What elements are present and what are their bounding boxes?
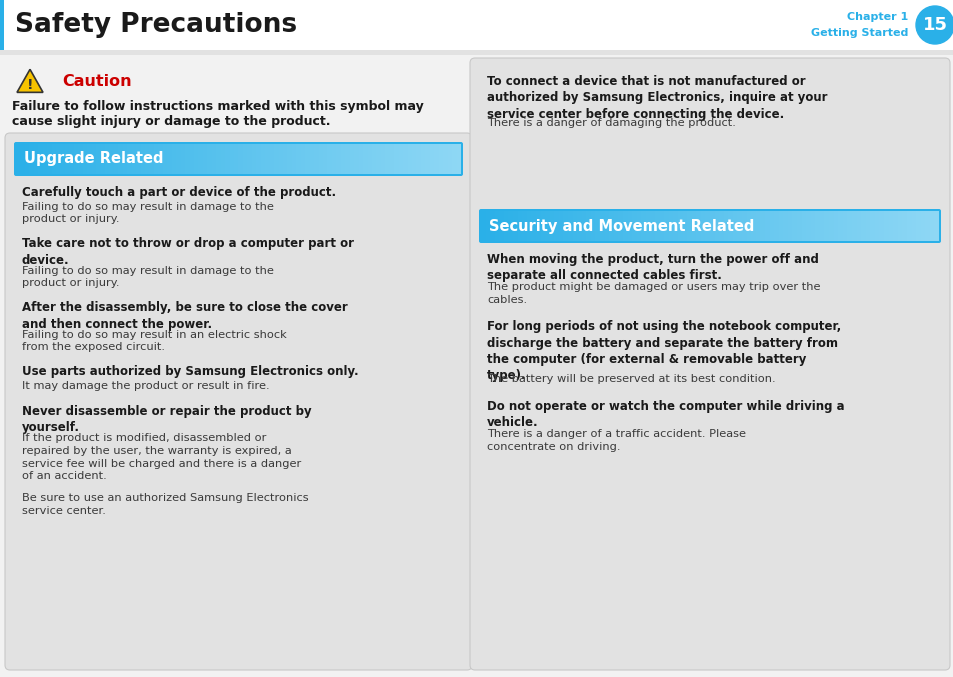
FancyBboxPatch shape [0, 55, 953, 677]
Text: Do not operate or watch the computer while driving a
vehicle.: Do not operate or watch the computer whi… [486, 400, 843, 429]
FancyBboxPatch shape [478, 209, 940, 243]
Text: After the disassembly, be sure to close the cover
and then connect the power.: After the disassembly, be sure to close … [22, 301, 348, 331]
Text: For long periods of not using the notebook computer,
discharge the battery and s: For long periods of not using the notebo… [486, 320, 841, 383]
Text: There is a danger of a traffic accident. Please
concentrate on driving.: There is a danger of a traffic accident.… [486, 429, 745, 452]
Text: 15: 15 [922, 16, 946, 34]
Text: Chapter 1: Chapter 1 [846, 12, 907, 22]
Text: Getting Started: Getting Started [810, 28, 907, 38]
FancyBboxPatch shape [470, 58, 949, 670]
Text: Use parts authorized by Samsung Electronics only.: Use parts authorized by Samsung Electron… [22, 366, 358, 378]
Text: It may damage the product or result in fire.: It may damage the product or result in f… [22, 381, 270, 391]
Text: Caution: Caution [62, 74, 132, 89]
Text: Take care not to throw or drop a computer part or
device.: Take care not to throw or drop a compute… [22, 238, 354, 267]
Text: Failing to do so may result in damage to the
product or injury.: Failing to do so may result in damage to… [22, 202, 274, 224]
Circle shape [915, 6, 953, 44]
Text: Failing to do so may result in an electric shock
from the exposed circuit.: Failing to do so may result in an electr… [22, 330, 287, 352]
Text: The battery will be preserved at its best condition.: The battery will be preserved at its bes… [486, 374, 775, 384]
FancyBboxPatch shape [14, 142, 462, 176]
Text: Carefully touch a part or device of the product.: Carefully touch a part or device of the … [22, 186, 335, 199]
Text: Failure to follow instructions marked with this symbol may: Failure to follow instructions marked wi… [12, 100, 423, 113]
Polygon shape [17, 69, 43, 92]
Text: !: ! [27, 78, 33, 92]
Text: Be sure to use an authorized Samsung Electronics
service center.: Be sure to use an authorized Samsung Ele… [22, 493, 309, 516]
Text: If the product is modified, disassembled or
repaired by the user, the warranty i: If the product is modified, disassembled… [22, 433, 301, 481]
Text: Failing to do so may result in damage to the
product or injury.: Failing to do so may result in damage to… [22, 265, 274, 288]
Text: Safety Precautions: Safety Precautions [15, 12, 296, 38]
Text: Security and Movement Related: Security and Movement Related [489, 219, 754, 234]
Text: Never disassemble or repair the product by
yourself.: Never disassemble or repair the product … [22, 405, 312, 435]
FancyBboxPatch shape [0, 0, 4, 50]
Text: The product might be damaged or users may trip over the
cables.: The product might be damaged or users ma… [486, 282, 820, 305]
FancyBboxPatch shape [5, 133, 472, 670]
Text: Upgrade Related: Upgrade Related [24, 152, 163, 167]
Text: There is a danger of damaging the product.: There is a danger of damaging the produc… [486, 118, 735, 129]
Text: To connect a device that is not manufactured or
authorized by Samsung Electronic: To connect a device that is not manufact… [486, 75, 826, 121]
FancyBboxPatch shape [0, 0, 953, 50]
FancyBboxPatch shape [0, 50, 953, 58]
Text: When moving the product, turn the power off and
separate all connected cables fi: When moving the product, turn the power … [486, 253, 818, 282]
Text: cause slight injury or damage to the product.: cause slight injury or damage to the pro… [12, 115, 330, 128]
